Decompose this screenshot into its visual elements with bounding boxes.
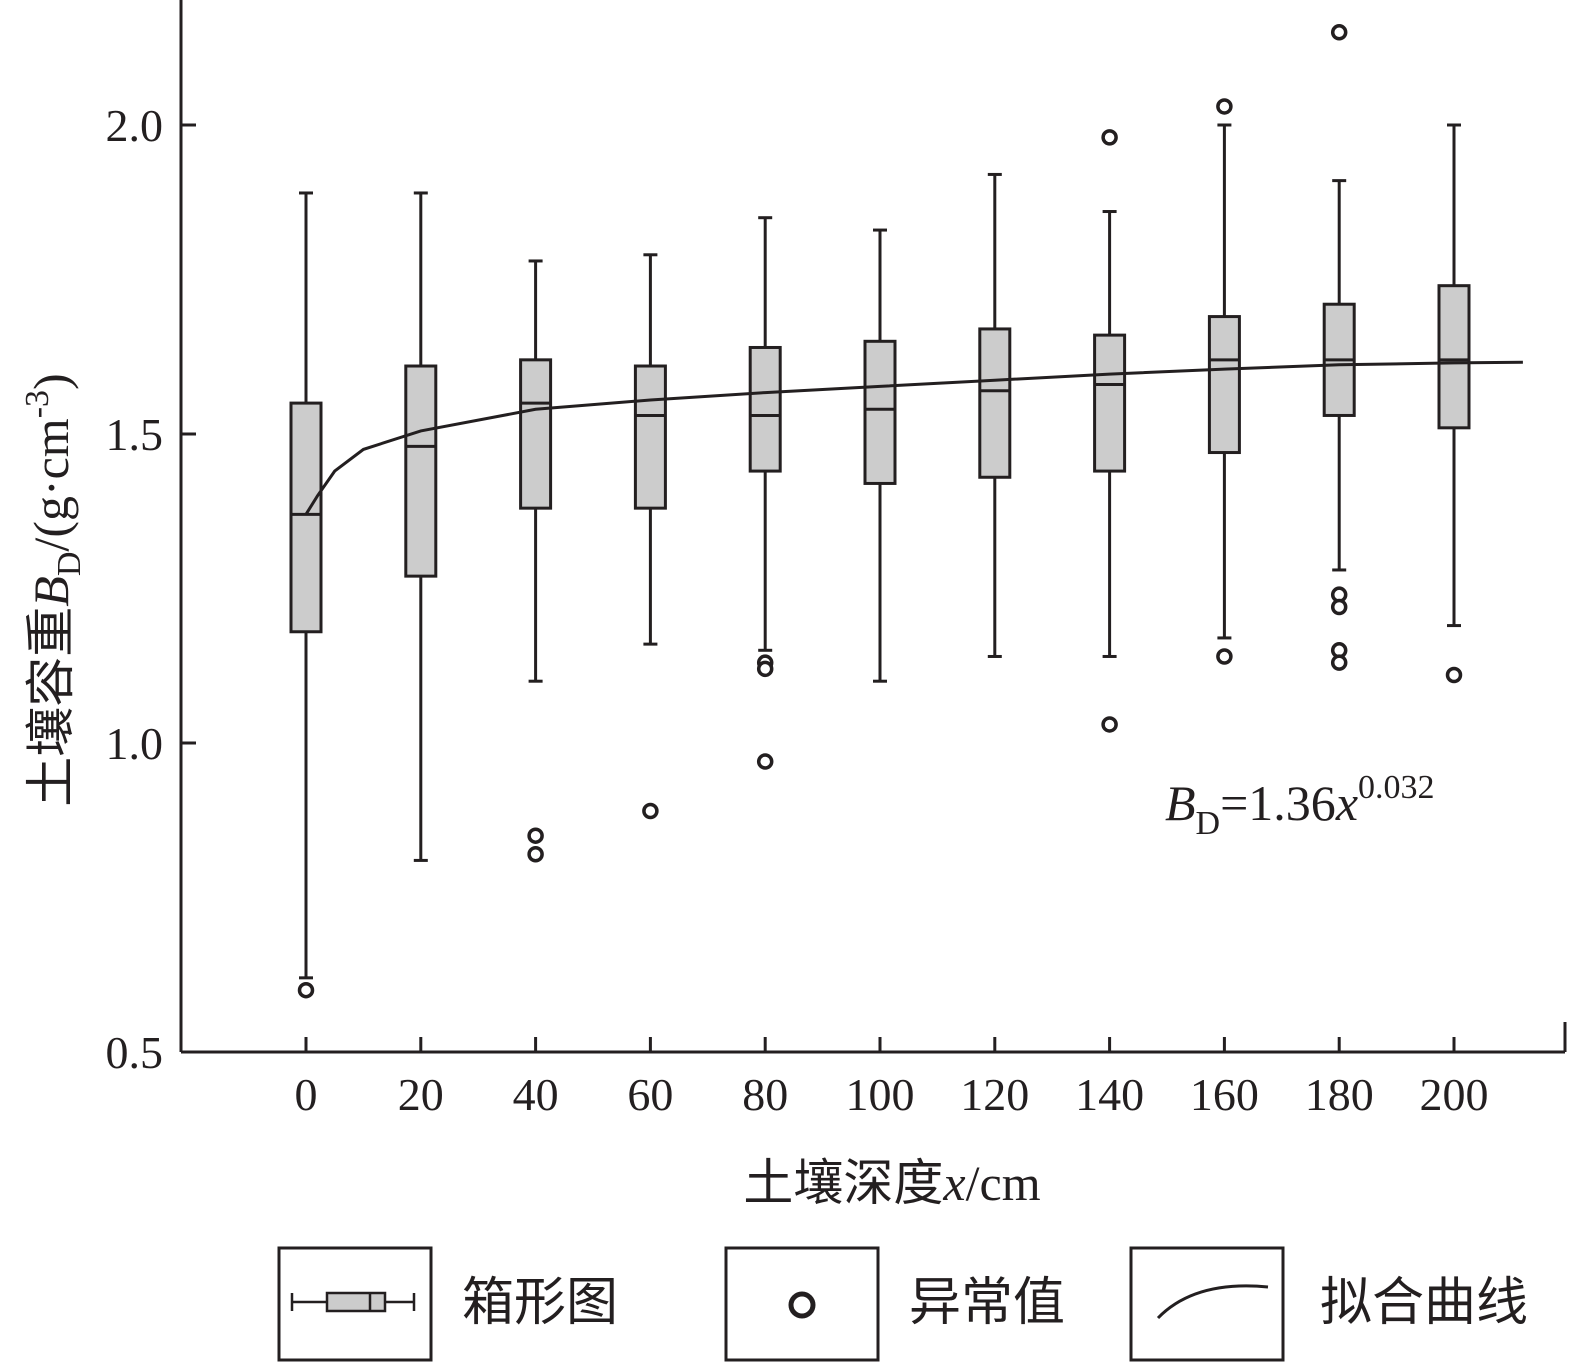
legend-item-box: 箱形图 [277,1246,618,1362]
box-180 [1322,179,1356,572]
y-tick-label: 1.5 [106,409,164,460]
legend-frame-outlier [724,1246,880,1362]
box-iqr [633,364,667,510]
x-tick-label: 120 [960,1069,1029,1120]
boxes [289,123,1471,980]
x-tick-label: 100 [846,1069,915,1120]
outlier-point [527,845,544,863]
box-iqr [1437,284,1471,430]
legend-curve-icon [1156,1284,1269,1320]
box-200 [1437,123,1471,628]
outlier-point [1101,716,1118,733]
box-iqr [978,327,1012,479]
outlier-point [1216,648,1233,665]
legend-label-outlier: 异常值 [909,1275,1065,1332]
legend-item-outlier: 异常值 [724,1246,1065,1362]
box-80 [748,216,782,652]
box-140 [1093,210,1127,658]
y-tick-label: 1.0 [106,718,164,769]
x-tick-label: 20 [398,1069,444,1120]
outlier-point [1216,98,1233,115]
box-iqr [1093,333,1127,473]
y-tick-label: 0.5 [106,1027,164,1078]
box-120 [978,172,1012,658]
legend-outlier-icon [788,1291,816,1319]
legend-frame-box [277,1246,433,1362]
x-axis-title: 土壤深度x/cm [743,1155,1040,1211]
x-ticks: 0 20 40 60 80 100 120 140 160 180 200 [295,1037,1489,1120]
outlier-point [756,660,774,678]
y-tick-label: 2.0 [106,100,164,151]
box-160 [1207,123,1241,640]
legend-label-curve: 拟合曲线 [1320,1275,1528,1332]
x-tick-label: 160 [1190,1069,1259,1120]
y-ticks: 0.5 1.0 1.5 2.0 [106,100,196,1078]
outlier-point [1445,666,1463,684]
plot-area: 0.5 1.0 1.5 2.0 0 20 40 60 80 100 120 140 160 180 200 [106,0,1567,1120]
fit-curve [304,360,1523,516]
box-100 [863,228,897,683]
outlier-point [297,981,315,999]
box-60 [633,253,667,646]
x-tick-label: 200 [1420,1069,1489,1120]
box-40 [519,259,553,683]
x-tick-label: 140 [1075,1069,1144,1120]
box-20 [404,191,438,862]
legend: 箱形图 异常值 拟合曲线 [277,1246,1528,1362]
y-axis-title: 土壤容重BD/(g·cm-3) [19,373,88,806]
box-iqr [289,401,323,634]
box-iqr [863,339,897,485]
outlier-point [1330,598,1348,616]
x-tick-label: 80 [742,1069,788,1120]
outlier-point [1330,654,1348,671]
box-0 [289,191,323,980]
box-iqr [748,345,782,473]
legend-label-box: 箱形图 [462,1275,618,1332]
legend-item-curve: 拟合曲线 [1129,1246,1528,1362]
box-iqr [1207,315,1241,455]
x-tick-label: 0 [295,1069,318,1120]
outlier-point [527,827,544,844]
outlier-point [1101,129,1118,146]
x-tick-label: 60 [627,1069,673,1120]
legend-box-icon [290,1291,416,1313]
x-tick-label: 40 [513,1069,559,1120]
box-iqr [404,364,438,578]
outlier-point [756,753,774,770]
legend-frame-curve [1129,1246,1285,1362]
outliers [297,24,1463,999]
x-tick-label: 180 [1305,1069,1374,1120]
box-iqr [519,358,553,510]
outlier-point [1330,24,1348,41]
outlier-point [642,802,659,820]
fit-formula: BD=1.36x0.032 [1165,769,1435,842]
